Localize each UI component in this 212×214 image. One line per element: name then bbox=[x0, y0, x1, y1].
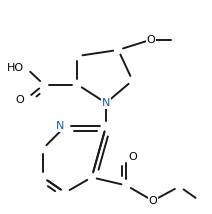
Text: N: N bbox=[56, 121, 64, 131]
Text: HO: HO bbox=[7, 63, 24, 73]
Text: N: N bbox=[102, 98, 110, 108]
Text: O: O bbox=[148, 196, 157, 206]
Text: O: O bbox=[146, 35, 155, 45]
Text: O: O bbox=[128, 152, 137, 162]
Text: O: O bbox=[16, 95, 24, 105]
